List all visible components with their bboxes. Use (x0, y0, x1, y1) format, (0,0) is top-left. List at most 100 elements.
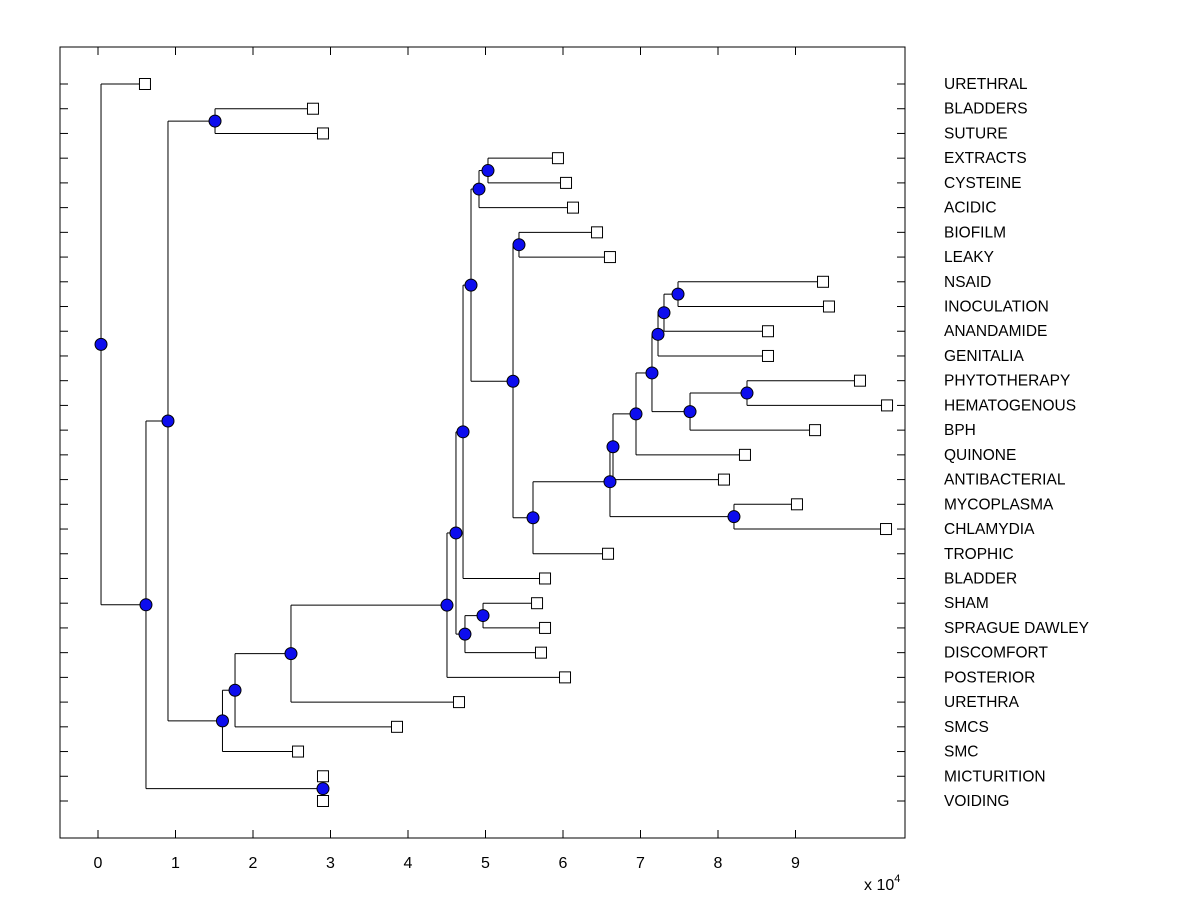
leaf-label: SMC (944, 744, 978, 761)
leaf-label: LEAKY (944, 249, 994, 266)
internal-node-marker (481, 164, 495, 178)
internal-node-marker (94, 337, 108, 351)
x-tick-label: 6 (559, 855, 568, 872)
x-tick-label: 7 (636, 855, 645, 872)
leaf-label: URETHRA (944, 694, 1020, 711)
x-tick-label: 3 (326, 855, 335, 872)
internal-node-marker (472, 182, 486, 196)
leaf-marker (880, 523, 893, 536)
internal-node-marker (456, 425, 470, 439)
leaf-label: PHYTOTHERAPY (944, 373, 1070, 390)
internal-node-marker (657, 306, 671, 320)
internal-node-marker (440, 598, 454, 612)
leaf-marker (316, 794, 329, 807)
leaf-marker (822, 300, 835, 313)
leaf-marker (566, 201, 579, 214)
leaf-marker (316, 770, 329, 783)
leaf-label: POSTERIOR (944, 669, 1035, 686)
x-tick-label: 8 (714, 855, 723, 872)
internal-node-marker (629, 407, 643, 421)
internal-node-marker (651, 327, 665, 341)
leaf-marker (551, 152, 564, 165)
leaf-label: SHAM (944, 595, 989, 612)
internal-node-marker (506, 374, 520, 388)
x-tick-label: 0 (94, 855, 103, 872)
leaf-label: QUINONE (944, 447, 1016, 464)
leaf-label: SPRAGUE DAWLEY (944, 620, 1089, 637)
internal-node-marker (603, 475, 617, 489)
internal-node-marker (512, 238, 526, 252)
leaf-label: INOCULATION (944, 299, 1049, 316)
leaf-label: MYCOPLASMA (944, 496, 1054, 513)
internal-node-marker (284, 647, 298, 661)
internal-node-marker (645, 366, 659, 380)
leaf-label: ANTIBACTERIAL (944, 472, 1066, 489)
axes-box (59, 46, 906, 839)
leaf-label: BIOFILM (944, 224, 1006, 241)
x-tick-label: 5 (481, 855, 490, 872)
internal-node-marker (139, 598, 153, 612)
leaf-marker (539, 621, 552, 634)
leaf-marker (853, 374, 866, 387)
leaf-marker (602, 547, 615, 560)
leaf-marker (452, 696, 465, 709)
leaf-marker (738, 448, 751, 461)
leaf-marker (761, 349, 774, 362)
leaf-marker (790, 498, 803, 511)
leaf-marker (539, 572, 552, 585)
leaf-label: TROPHIC (944, 546, 1014, 563)
leaf-marker (603, 251, 616, 264)
leaf-marker (881, 399, 894, 412)
leaf-marker (559, 671, 572, 684)
leaf-marker (390, 720, 403, 733)
leaf-label: NSAID (944, 274, 991, 291)
leaf-label: ACIDIC (944, 200, 997, 217)
leaf-label: DISCOMFORT (944, 645, 1048, 662)
leaf-marker (534, 646, 547, 659)
leaf-label: BLADDER (944, 570, 1017, 587)
leaf-label: VOIDING (944, 793, 1009, 810)
internal-node-marker (458, 627, 472, 641)
leaf-label: BLADDERS (944, 101, 1028, 118)
internal-node-marker (449, 526, 463, 540)
leaf-label: CYSTEINE (944, 175, 1022, 192)
internal-node-marker (228, 683, 242, 697)
internal-node-marker (464, 278, 478, 292)
leaf-marker (292, 745, 305, 758)
internal-node-marker (526, 511, 540, 525)
leaf-label: SUTURE (944, 125, 1008, 142)
internal-node-marker (476, 609, 490, 623)
x-tick-label: 4 (404, 855, 413, 872)
leaf-label: ANANDAMIDE (944, 323, 1047, 340)
internal-node-marker (727, 510, 741, 524)
internal-node-marker (316, 782, 330, 796)
leaf-label: HEMATOGENOUS (944, 397, 1076, 414)
leaf-label: GENITALIA (944, 348, 1024, 365)
internal-node-marker (606, 440, 620, 454)
leaf-marker (531, 597, 544, 610)
leaf-label: SMCS (944, 719, 989, 736)
leaf-label: MICTURITION (944, 768, 1046, 785)
internal-node-marker (161, 414, 175, 428)
internal-node-marker (215, 714, 229, 728)
leaf-marker (560, 176, 573, 189)
internal-node-marker (208, 114, 222, 128)
internal-node-marker (683, 405, 697, 419)
x-tick-label: 9 (791, 855, 800, 872)
leaf-marker (306, 102, 319, 115)
leaf-label: CHLAMYDIA (944, 521, 1035, 538)
leaf-marker (809, 424, 822, 437)
leaf-marker (717, 473, 730, 486)
leaf-marker (817, 275, 830, 288)
internal-node-marker (671, 287, 685, 301)
x-tick-label: 1 (171, 855, 180, 872)
leaf-marker (591, 226, 604, 239)
leaf-label: EXTRACTS (944, 150, 1027, 167)
leaf-marker (138, 78, 151, 90)
internal-node-marker (740, 386, 754, 400)
x-tick-label: 2 (249, 855, 258, 872)
leaf-label: BPH (944, 422, 976, 439)
leaf-marker (761, 325, 774, 338)
